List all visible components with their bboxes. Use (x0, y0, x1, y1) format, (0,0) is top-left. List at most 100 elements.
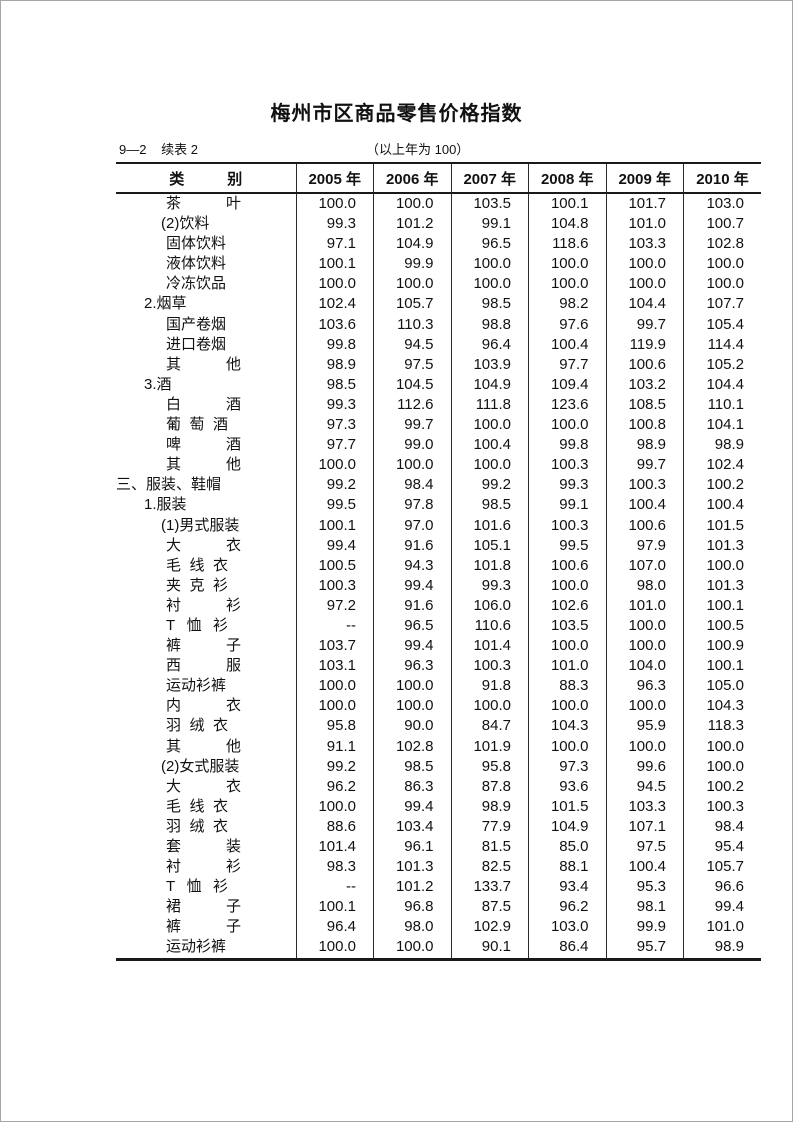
value-cell: 99.4 (373, 575, 451, 596)
value-cell: 100.0 (528, 575, 606, 596)
value-cell: 102.8 (373, 736, 451, 757)
value-cell: 105.1 (450, 535, 529, 556)
value-cell: 98.5 (295, 374, 374, 395)
value-cell: 96.5 (373, 615, 451, 637)
value-cell: 95.9 (605, 716, 684, 737)
category-cell: 西服 (116, 656, 296, 676)
value-cell: 98.9 (295, 354, 374, 375)
table-row: 液体饮料 100.1 99.9 100.0 100.0 100.0 100.0 (116, 254, 761, 275)
value-cell: 101.3 (683, 575, 761, 596)
category-label: (2)女式服装 (161, 757, 240, 775)
value-cell: 110.6 (450, 615, 529, 637)
category-cell: (2)饮料 (116, 214, 296, 234)
category-label: 1.服装 (144, 496, 187, 514)
value-cell: 98.9 (683, 937, 761, 960)
value-cell: 99.6 (605, 756, 684, 777)
value-cell: 100.0 (605, 615, 684, 637)
value-cell: 110.1 (683, 394, 761, 416)
value-cell: 112.6 (373, 394, 451, 416)
value-cell: 103.6 (295, 314, 374, 335)
value-cell: 100.0 (528, 636, 606, 657)
category-label: 西服 (166, 657, 241, 675)
value-cell: 100.0 (450, 455, 529, 476)
table-row: T恤衫 -- 101.2 133.7 93.4 95.3 96.6 (116, 877, 761, 898)
category-cell: 裤子 (116, 636, 296, 656)
table-row: 茶叶 100.0 100.0 103.5 100.1 101.7 103.0 (116, 193, 761, 215)
value-cell: 100.1 (528, 193, 606, 215)
value-cell: 100.0 (683, 756, 761, 777)
table-row: 套装 101.4 96.1 81.5 85.0 97.5 95.4 (116, 837, 761, 858)
category-header-label: 类别 (169, 170, 243, 188)
headnote-row: 9—2 续表 2 （以上年为 100） (116, 142, 761, 158)
value-cell: 102.9 (450, 917, 529, 938)
value-cell: 91.1 (295, 736, 374, 757)
value-cell: 98.9 (450, 796, 529, 817)
year-header-cell: 2007 年 (450, 163, 529, 194)
value-cell: 99.7 (605, 455, 684, 476)
value-cell: 98.1 (605, 897, 684, 918)
value-cell: 98.5 (373, 756, 451, 777)
category-cell: 固体饮料 (116, 234, 296, 254)
value-cell: 101.5 (528, 796, 606, 817)
value-cell: 98.8 (450, 314, 529, 335)
price-index-table: 类别 2005 年 2006 年 2007 年 2008 年 2009 年 2010 年 … (116, 162, 761, 961)
table-row: 白酒 99.3 112.6 111.8 123.6 108.5 110.1 (116, 394, 761, 416)
value-cell: 97.8 (373, 495, 451, 516)
value-cell: 100.5 (295, 555, 374, 576)
value-cell: 77.9 (450, 816, 529, 837)
value-cell: 99.8 (295, 334, 374, 355)
value-cell: 103.5 (528, 615, 606, 637)
value-cell: 100.4 (450, 435, 529, 456)
table-row: 大衣 96.2 86.3 87.8 93.6 94.5 100.2 (116, 776, 761, 797)
value-cell: 98.9 (605, 435, 684, 456)
value-cell: 100.0 (450, 274, 529, 295)
value-cell: 98.4 (373, 475, 451, 496)
value-cell: 100.8 (605, 415, 684, 436)
category-label: 啤酒 (166, 436, 241, 454)
table-number: 9—2 (119, 142, 147, 157)
value-cell: 91.6 (373, 535, 451, 556)
value-cell: 102.8 (683, 234, 761, 255)
value-cell: 104.1 (683, 415, 761, 436)
category-cell: (1)男式服装 (116, 516, 296, 536)
value-cell: 100.2 (683, 776, 761, 797)
value-cell: 100.0 (683, 555, 761, 576)
value-cell: 101.8 (450, 555, 529, 576)
value-cell: 95.3 (605, 877, 684, 898)
value-cell: 100.0 (605, 696, 684, 717)
value-cell: 105.0 (683, 676, 761, 697)
value-cell: 103.3 (605, 796, 684, 817)
category-label: 夹克衫 (166, 576, 228, 594)
value-cell: 111.8 (450, 394, 529, 416)
value-cell: 100.7 (683, 214, 761, 235)
table-row: 羽绒衣 95.8 90.0 84.7 104.3 95.9 118.3 (116, 716, 761, 737)
value-cell: 104.9 (450, 374, 529, 395)
category-cell: 夹克衫 (116, 576, 296, 596)
value-cell: 105.4 (683, 314, 761, 335)
table-row: 葡萄酒 97.3 99.7 100.0 100.0 100.8 104.1 (116, 415, 761, 436)
value-cell: 101.5 (683, 515, 761, 536)
value-cell: 99.2 (295, 756, 374, 777)
value-cell: 100.0 (373, 937, 451, 960)
value-cell: 99.1 (450, 214, 529, 235)
value-cell: 107.0 (605, 555, 684, 576)
value-cell: 107.7 (683, 294, 761, 315)
table-row: 运动衫裤 100.0 100.0 90.1 86.4 95.7 98.9 (116, 937, 761, 960)
table-row: 内衣 100.0 100.0 100.0 100.0 100.0 104.3 (116, 696, 761, 717)
value-cell: 84.7 (450, 716, 529, 737)
value-cell: 99.3 (295, 214, 374, 235)
value-cell: 99.7 (373, 415, 451, 436)
value-cell: 100.0 (450, 415, 529, 436)
value-cell: 98.2 (528, 294, 606, 315)
value-cell: 100.0 (683, 274, 761, 295)
table-row: 国产卷烟 103.6 110.3 98.8 97.6 99.7 105.4 (116, 314, 761, 335)
header-row: 类别 2005 年 2006 年 2007 年 2008 年 2009 年 2010 年 (116, 163, 761, 194)
value-cell: 87.8 (450, 776, 529, 797)
value-cell: 103.0 (683, 193, 761, 215)
value-cell: 100.1 (683, 595, 761, 616)
category-cell: 裤子 (116, 917, 296, 937)
category-cell: 3.酒 (116, 375, 296, 395)
category-label: 套装 (166, 838, 241, 855)
value-cell: 103.4 (373, 816, 451, 837)
